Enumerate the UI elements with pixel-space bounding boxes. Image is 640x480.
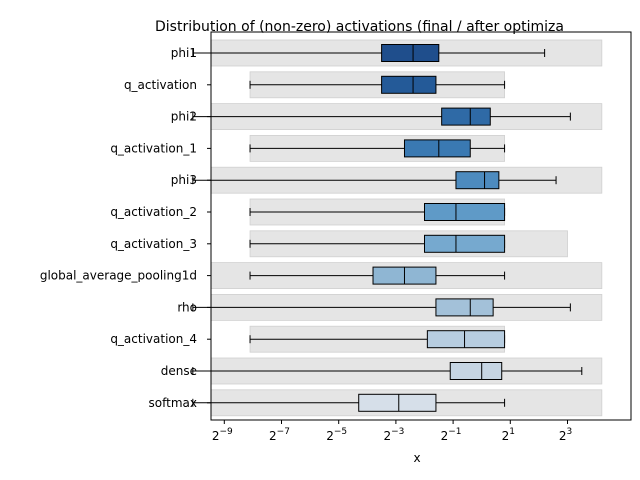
x-tick-label: 2−5 [326,427,347,443]
x-axis-label: x [413,451,420,465]
box-plot-q_activation [249,75,506,94]
y-tick-label: softmax [149,396,197,410]
box-plots [192,44,583,412]
y-tick-label: q_activation [124,78,197,92]
iqr-box [435,298,494,317]
plot-frame [210,31,632,421]
box-plot-phi1 [192,44,546,62]
y-tick-label: global_average_pooling1d [40,269,197,283]
box-plot-phi2 [192,107,571,126]
range-bands [210,39,603,417]
iqr-box [449,362,503,380]
box-plot-q_activation_4 [249,330,506,349]
y-tick-label: rho [177,300,197,314]
x-tick-label: 2−9 [212,427,233,443]
box-plot-softmax [192,393,506,412]
box-plot-phi3 [192,171,557,190]
x-tick-label: 23 [559,427,572,443]
x-tick-label: 2−1 [441,427,462,443]
iqr-box [424,203,506,221]
box-plot-q_activation_1 [249,139,506,158]
box-plot-rho [192,298,571,317]
y-tick-label: phi1 [171,46,197,60]
y-tick-label: q_activation_3 [110,237,197,251]
x-tick-label: 2−7 [269,427,290,443]
iqr-box [426,330,506,349]
y-tick-label: dense [161,364,197,378]
iqr-box [381,75,437,94]
box-plot-dense [192,362,583,380]
iqr-box [455,171,500,190]
box-plot-global_average_pooling1d [249,266,506,285]
x-axis: 2−9 2−7 2−5 2−3 2−1 21 23 [212,420,572,443]
box-plot-q_activation_3 [249,234,506,253]
y-tick-label: q_activation_2 [110,205,197,219]
x-tick-label: 2−3 [383,427,404,443]
x-tick-label: 21 [502,427,515,443]
y-tick-label: q_activation_4 [110,332,197,346]
iqr-box [403,139,471,158]
iqr-box [381,44,440,62]
y-axis: phi1 q_activation phi2 q_activation_1 phi3 q_… [40,46,211,410]
y-tick-label: q_activation_1 [110,141,197,155]
iqr-box [441,107,491,126]
chart-title: Distribution of (non-zero) activations (… [155,19,564,35]
y-tick-label: phi2 [171,110,197,124]
y-tick-label: phi3 [171,173,197,187]
iqr-box [358,393,437,412]
box-plot-q_activation_2 [249,203,506,221]
iqr-box [424,234,506,253]
